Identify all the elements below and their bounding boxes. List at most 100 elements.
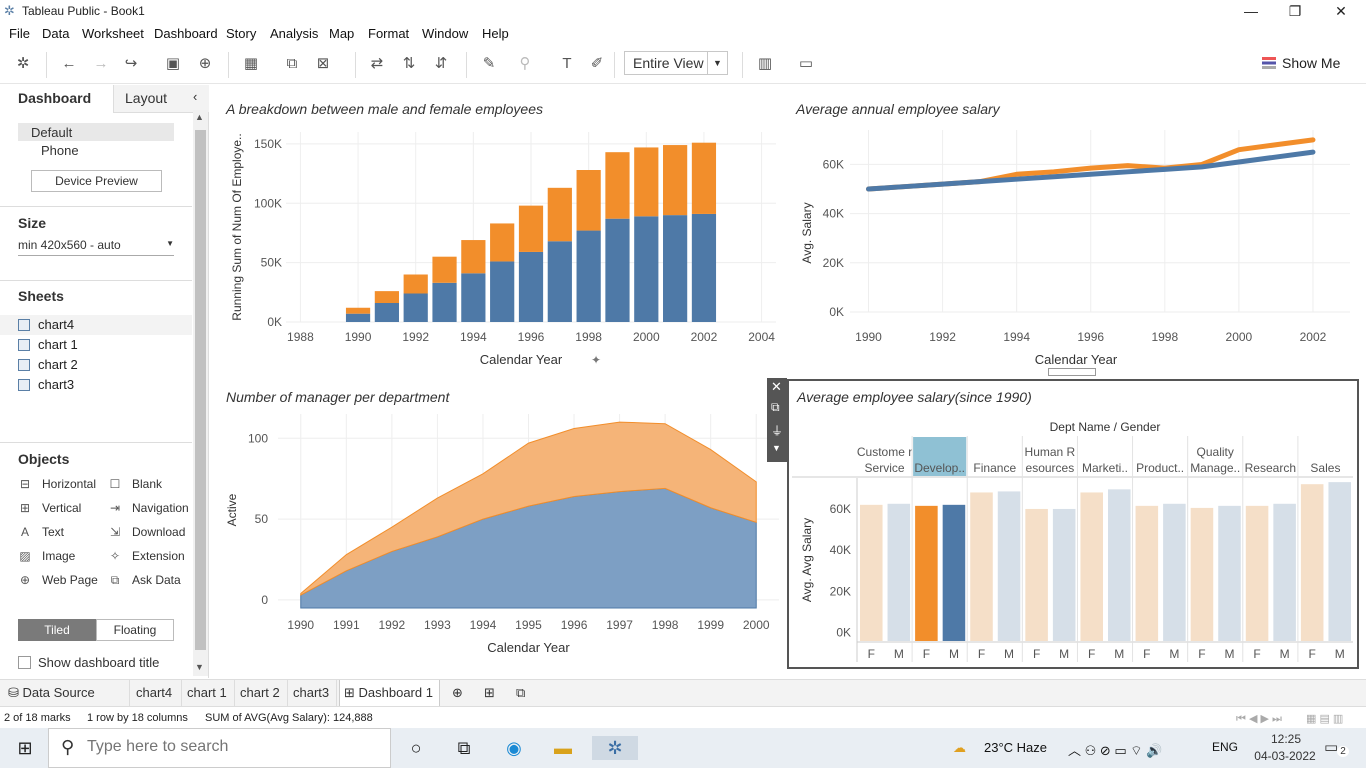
grid-view-icon[interactable]: ▦ ▤ ▥ — [1306, 713, 1344, 725]
object-vertical[interactable]: ⊞ Vertical — [19, 501, 82, 515]
scroll-down-icon[interactable]: ▼ — [195, 662, 204, 672]
scroll-up-icon[interactable]: ▲ — [195, 112, 204, 122]
close-button[interactable]: ✕ — [1335, 3, 1347, 19]
tab-dashboard-1[interactable]: ⊞ Dashboard 1 — [339, 680, 440, 707]
sheet-chart-1[interactable]: chart 1 — [18, 337, 78, 352]
sheet-chart3[interactable]: chart3 — [18, 377, 74, 392]
tiled-button[interactable]: Tiled — [18, 619, 96, 641]
chart1-stacked-bar[interactable]: 1988 1990 1992 1994 1996 1998 2000 2002 2004 0K 50… — [226, 122, 786, 372]
new-story-tab-icon[interactable]: ⧉ — [516, 685, 526, 700]
chart3-area[interactable]: 1990 1991 1992 1993 1994 1995 1996 1997 1998 1999… — [226, 410, 786, 660]
tray-icons[interactable]: ︿ ⚇ ⊘ ▭ ⌔ 🔊 — [1068, 743, 1163, 758]
clear-sheet-icon[interactable]: ⊠ — [316, 55, 330, 72]
save-icon[interactable]: ▣ — [165, 55, 181, 72]
new-worksheet-tab-icon[interactable]: ⊕ — [452, 685, 463, 700]
menu-data[interactable]: Data — [42, 26, 70, 41]
tab-layout[interactable]: Layout — [125, 90, 168, 106]
sheet-chart-2[interactable]: chart 2 — [18, 357, 78, 372]
device-phone[interactable]: Phone — [41, 143, 79, 158]
object-web-page[interactable]: ⊕ Web Page — [19, 573, 98, 587]
task-view-icon[interactable]: ⧉ — [457, 738, 471, 758]
menu-map[interactable]: Map — [329, 26, 355, 41]
redo-icon[interactable]: → — [93, 55, 109, 72]
tab-data-source[interactable]: ⛁ Data Source — [4, 680, 130, 707]
chart2-line[interactable]: 1990 1992 1994 1996 1998 2000 2002 0K 20K 40K 60K C… — [796, 122, 1356, 370]
object-image[interactable]: ▨ Image — [19, 549, 76, 563]
fit-view-select[interactable]: Entire View ▼ — [624, 51, 728, 75]
menu-window[interactable]: Window — [422, 26, 469, 41]
gender-label: F — [1088, 647, 1095, 661]
highlight-icon[interactable]: ✎ — [482, 55, 496, 72]
presentation-mode-icon[interactable]: ▭ — [798, 55, 814, 72]
more-options-icon[interactable]: ▼ — [772, 443, 781, 453]
undo-icon[interactable]: ← — [61, 55, 77, 72]
weather-icon[interactable]: ☁ — [953, 740, 966, 755]
file-explorer-icon[interactable]: ▬ — [554, 738, 572, 758]
menu-worksheet[interactable]: Worksheet — [82, 26, 144, 41]
menu-story[interactable]: Story — [226, 26, 257, 41]
object-navigation[interactable]: ⇥ Navigation — [109, 501, 189, 515]
sheet-navigation-icon[interactable]: ⏮ ◀ ▶ ⏭ — [1236, 713, 1282, 725]
object-horizontal[interactable]: ⊟ Horizontal — [19, 477, 97, 491]
show-title-checkbox[interactable] — [18, 656, 31, 669]
weather-text[interactable]: 23°C Haze — [984, 740, 1048, 755]
x-axis-title: Calendar Year — [487, 640, 570, 655]
tableau-home-icon[interactable]: ✲ — [16, 55, 30, 72]
resize-handle[interactable] — [1048, 368, 1096, 376]
floating-button[interactable]: Floating — [96, 619, 174, 641]
tab-chart-1[interactable]: chart 1 — [183, 680, 235, 707]
sort-ascending-icon[interactable]: ⇅ — [402, 55, 416, 72]
salary-bar — [887, 503, 911, 641]
clock-date[interactable]: 04-03-2022 — [1254, 749, 1316, 763]
chart4-selected-frame[interactable] — [787, 379, 1359, 669]
object-ask-data[interactable]: ⧉ Ask Data — [108, 573, 181, 588]
panel-scrollbar[interactable] — [193, 110, 208, 676]
new-data-source-icon[interactable]: ⊕ — [198, 55, 212, 72]
cortana-icon[interactable]: ○ — [410, 738, 422, 758]
tableau-taskbar-icon[interactable]: ✲ — [592, 736, 638, 760]
y-axis-title: Running Sum of Num Of Employe.. — [230, 133, 244, 320]
windows-start-icon[interactable]: ⊞ — [17, 738, 33, 758]
new-worksheet-icon[interactable]: ▦ — [243, 55, 259, 72]
chart4-grouped-bar[interactable]: Dept Name / Gender 0K 20K 40K 60K Custome r Se… — [789, 412, 1357, 667]
replay-icon[interactable]: ↪ — [124, 55, 138, 72]
new-dashboard-tab-icon[interactable]: ⊞ — [484, 685, 495, 700]
sheet-chart4[interactable]: chart4 — [18, 317, 74, 332]
sort-descending-icon[interactable]: ⇵ — [434, 55, 448, 72]
duplicate-icon[interactable]: ⧉ — [286, 55, 298, 72]
pin-icon[interactable]: ✐ — [590, 55, 604, 72]
menu-format[interactable]: Format — [368, 26, 410, 41]
menu-help[interactable]: Help — [482, 26, 509, 41]
object-text[interactable]: A Text — [18, 525, 64, 539]
tab-dashboard[interactable]: Dashboard — [18, 90, 92, 106]
minimize-button[interactable]: — — [1244, 3, 1258, 19]
notifications-icon[interactable]: ▭ — [1324, 739, 1339, 756]
filter-icon[interactable]: ⏚ — [771, 424, 784, 438]
tab-chart3[interactable]: chart3 — [289, 680, 337, 707]
object-blank[interactable]: ☐ Blank — [109, 477, 163, 491]
show-labels-icon[interactable]: T — [562, 55, 572, 72]
edge-icon[interactable]: ◉ — [506, 738, 522, 758]
clock-time[interactable]: 12:25 — [1270, 732, 1302, 746]
go-to-sheet-icon[interactable]: ⧉ — [771, 400, 780, 414]
group-icon[interactable]: ⚲ — [519, 55, 531, 72]
collapse-panel-icon[interactable]: ‹ — [193, 89, 198, 104]
remove-icon[interactable]: ✕ — [771, 379, 782, 394]
object-extension[interactable]: ✧ Extension — [109, 549, 185, 563]
tab-chart4[interactable]: chart4 — [132, 680, 182, 707]
tab-chart-2[interactable]: chart 2 — [236, 680, 288, 707]
menu-analysis[interactable]: Analysis — [270, 26, 319, 41]
show-me-button[interactable]: Show Me — [1262, 55, 1340, 71]
language-indicator[interactable]: ENG — [1212, 740, 1239, 754]
menu-dashboard[interactable]: Dashboard — [154, 26, 218, 41]
device-preview-button[interactable]: Device Preview — [31, 170, 162, 192]
object-download[interactable]: ⇲ Download — [109, 525, 186, 539]
device-default[interactable]: Default — [18, 123, 174, 141]
taskbar-search[interactable]: ⚲ — [48, 728, 391, 768]
show-cards-icon[interactable]: ▥ — [757, 55, 773, 72]
search-input[interactable] — [87, 738, 377, 756]
size-select[interactable]: min 420x560 - auto ▼ — [18, 238, 174, 256]
restore-button[interactable]: ❐ — [1288, 3, 1302, 19]
swap-icon[interactable]: ⇄ — [370, 55, 384, 72]
menu-file[interactable]: File — [9, 26, 30, 41]
